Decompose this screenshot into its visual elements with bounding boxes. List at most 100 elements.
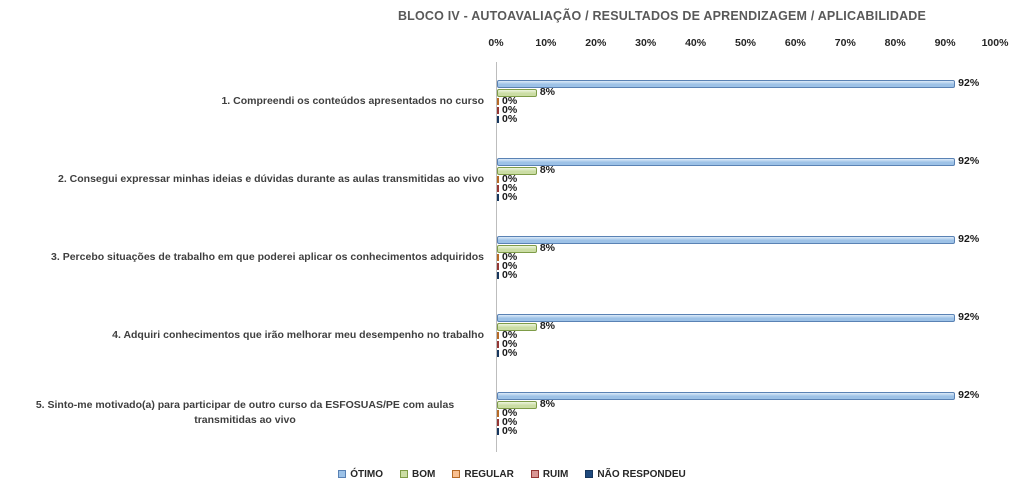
category-row: 1. Compreendi os conteúdos apresentados … [0, 62, 1024, 140]
series-row: 92% [497, 233, 995, 246]
series-row: 0% [497, 269, 995, 282]
bar-cluster: 92% 8% 0% 0% 0% [497, 155, 995, 204]
series-row: 8% [497, 86, 995, 99]
legend-label: ÓTIMO [350, 468, 384, 480]
zero-bar [497, 194, 499, 201]
series-row: 92% [497, 155, 995, 168]
value-label: 0% [502, 416, 518, 429]
legend: ÓTIMO BOM REGULAR RUIM NÃO RESPONDEU [0, 465, 1024, 483]
value-label: 0% [502, 113, 518, 126]
value-label: 0% [502, 182, 518, 195]
legend-label: NÃO RESPONDEU [597, 468, 686, 480]
bar [497, 244, 537, 253]
legend-swatch [338, 470, 347, 478]
value-label: 0% [502, 329, 518, 342]
value-label: 0% [502, 191, 518, 204]
zero-bar [497, 254, 499, 261]
bar [497, 322, 537, 331]
legend-item: RUIM [530, 469, 568, 480]
bar [497, 391, 956, 400]
zero-bar [497, 332, 499, 339]
series-row: 8% [497, 164, 995, 177]
category-row: 3. Percebo situações de trabalho em que … [0, 218, 1024, 296]
legend-swatch [530, 470, 539, 478]
value-label: 0% [502, 95, 518, 108]
x-tick-label: 10% [535, 37, 557, 49]
legend-swatch [400, 470, 409, 478]
value-label: 8% [539, 242, 556, 255]
zero-bar [497, 428, 499, 435]
category-label: 4. Adquiri conhecimentos que irão melhor… [112, 328, 484, 341]
value-label: 92% [958, 77, 980, 90]
x-tick-label: 60% [784, 37, 806, 49]
bar-cluster: 92% 8% 0% 0% 0% [497, 311, 995, 360]
zero-bar [497, 272, 499, 279]
x-tick-label: 100% [981, 37, 1009, 49]
value-label: 8% [539, 86, 556, 99]
legend-swatch [452, 470, 461, 478]
bar [497, 88, 537, 97]
x-tick-label: 80% [884, 37, 906, 49]
x-tick-label: 20% [585, 37, 607, 49]
category-label-wrap: 4. Adquiri conhecimentos que irão melhor… [6, 296, 484, 374]
zero-bar [497, 185, 499, 192]
x-tick-label: 0% [488, 37, 504, 49]
value-label: 0% [502, 347, 518, 360]
value-label: 0% [502, 269, 518, 282]
bar [497, 400, 537, 409]
series-row: 0% [497, 260, 995, 273]
series-row: 0% [497, 191, 995, 204]
series-row: 0% [497, 182, 995, 195]
series-row: 0% [497, 338, 995, 351]
series-row: 0% [497, 251, 995, 264]
series-row: 0% [497, 425, 995, 438]
category-label-wrap: 3. Percebo situações de trabalho em que … [6, 218, 484, 296]
value-label: 0% [502, 407, 518, 420]
category-row: 2. Consegui expressar minhas ideias e dú… [0, 140, 1024, 218]
bar-cluster: 92% 8% 0% 0% 0% [497, 390, 995, 438]
zero-bar [497, 116, 499, 123]
value-label: 92% [958, 155, 980, 168]
x-tick-label: 30% [635, 37, 657, 49]
value-label: 0% [502, 251, 518, 264]
bar-cluster: 92% 8% 0% 0% 0% [497, 77, 995, 126]
value-label: 8% [539, 398, 556, 411]
plot-area: 1. Compreendi os conteúdos apresentados … [0, 62, 1024, 452]
category-label: 5. Sinto-me motivado(a) para participar … [35, 399, 455, 426]
value-label: 0% [502, 338, 518, 351]
series-row: 8% [497, 242, 995, 255]
category-label: 1. Compreendi os conteúdos apresentados … [221, 94, 484, 107]
bar [497, 313, 956, 322]
zero-bar [497, 410, 499, 417]
category-label: 3. Percebo situações de trabalho em que … [51, 250, 484, 263]
value-label: 0% [502, 173, 518, 186]
zero-bar [497, 107, 499, 114]
x-tick-label: 70% [834, 37, 856, 49]
series-row: 92% [497, 311, 995, 324]
category-label-wrap: 1. Compreendi os conteúdos apresentados … [6, 62, 484, 140]
y-axis-line [496, 62, 497, 452]
zero-bar [497, 419, 499, 426]
legend-label: BOM [412, 468, 436, 480]
series-row: 0% [497, 329, 995, 342]
category-label: 2. Consegui expressar minhas ideias e dú… [58, 172, 484, 185]
chart-title: BLOCO IV - AUTOAVALIAÇÃO / RESULTADOS DE… [397, 9, 927, 23]
legend-label: REGULAR [464, 468, 514, 480]
series-row: 0% [497, 95, 995, 108]
legend-item: REGULAR [452, 468, 514, 480]
series-row: 0% [497, 105, 995, 115]
series-row: 92% [497, 77, 995, 90]
category-row: 5. Sinto-me motivado(a) para participar … [0, 374, 1024, 452]
series-row: 0% [497, 347, 995, 360]
series-row: 0% [497, 416, 995, 429]
x-tick-label: 90% [934, 37, 956, 49]
value-label: 0% [502, 425, 518, 438]
zero-bar [497, 350, 499, 357]
value-label: 8% [539, 164, 556, 177]
value-label: 0% [502, 260, 518, 273]
legend-swatch [585, 470, 594, 478]
value-label: 92% [958, 233, 980, 246]
category-label-wrap: 5. Sinto-me motivado(a) para participar … [6, 374, 484, 452]
value-label: 92% [958, 311, 980, 324]
